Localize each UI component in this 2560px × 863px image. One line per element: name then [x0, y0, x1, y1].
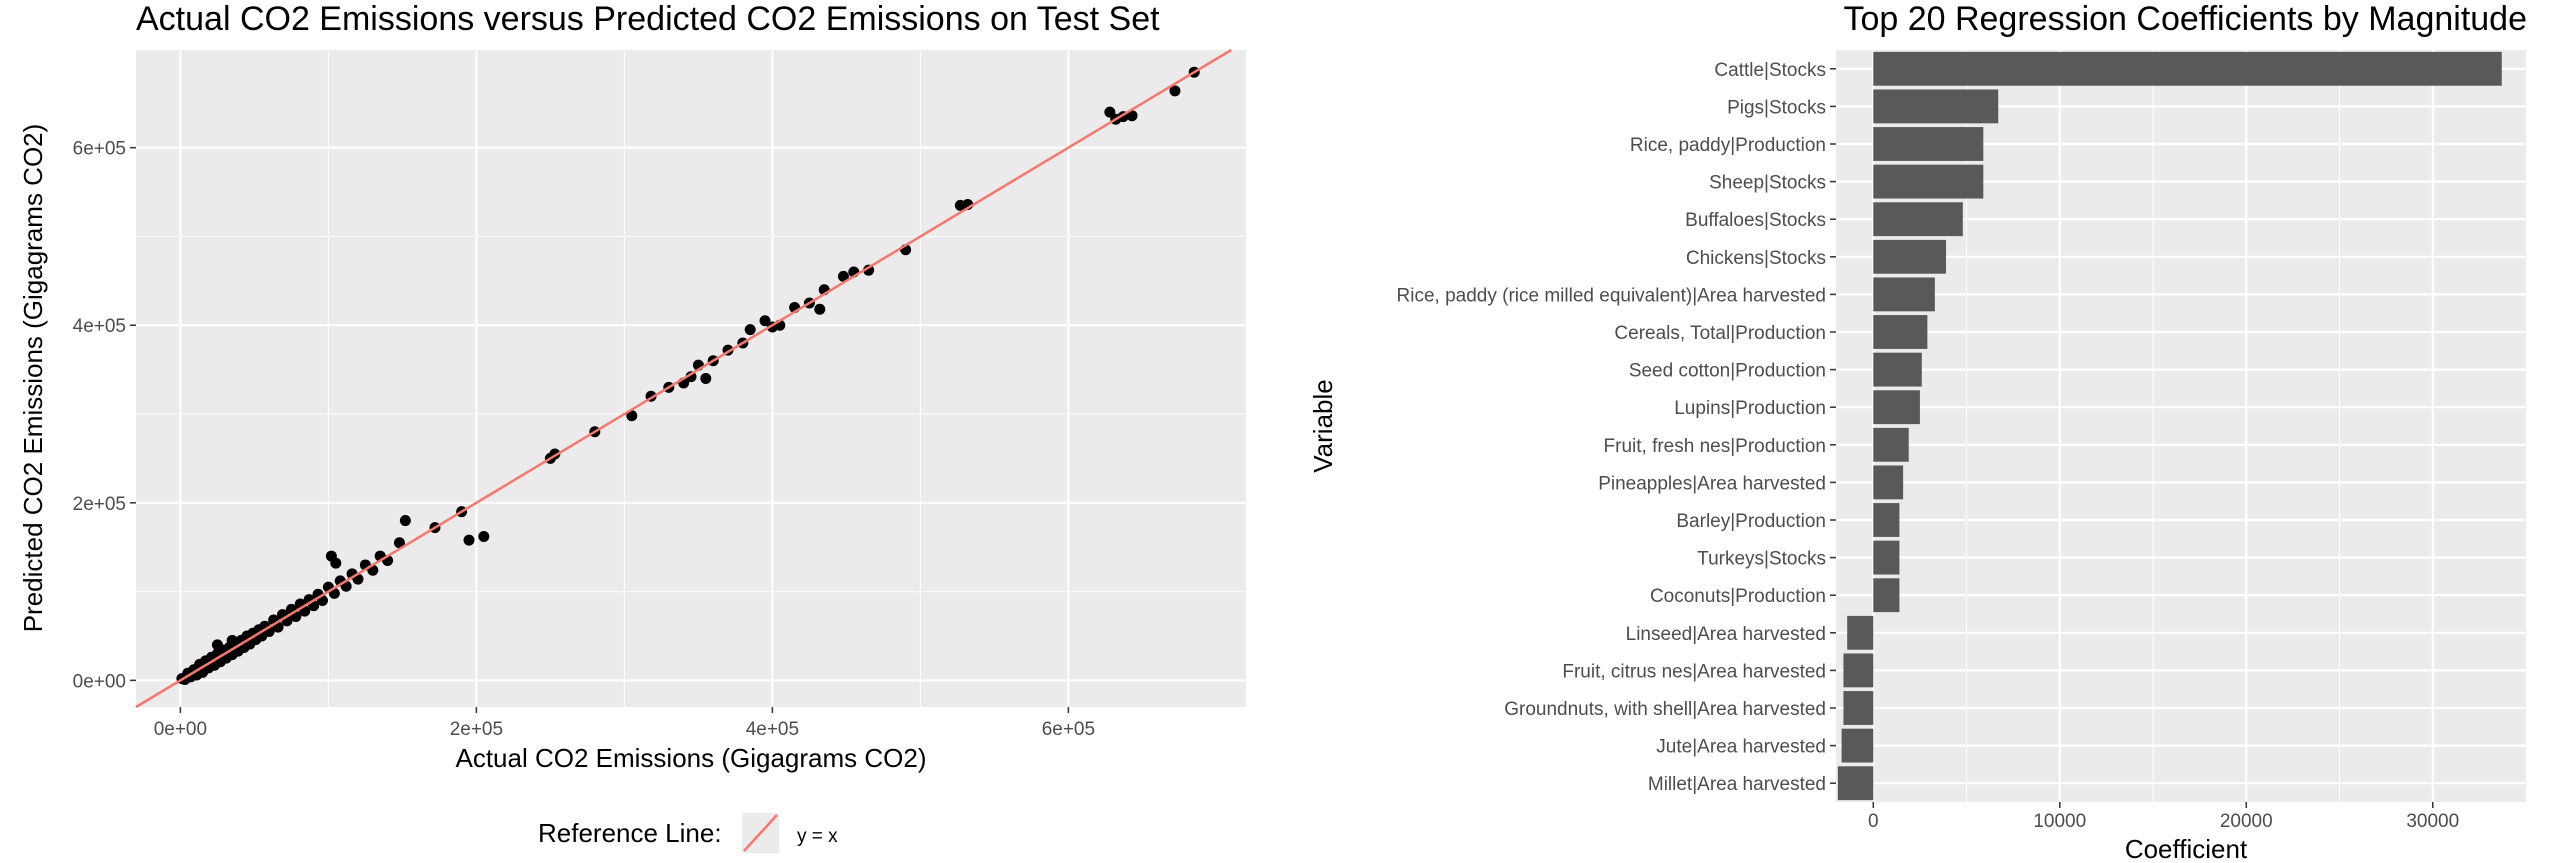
bar-category-label: Chickens|Stocks: [1686, 248, 1826, 269]
bar-category-label: Turkeys|Stocks: [1697, 549, 1826, 570]
bar-category-label: Groundnuts, with shell|Area harvested: [1504, 699, 1826, 720]
bar: [1873, 390, 1920, 425]
scatter-chart-title: Actual CO2 Emissions versus Predicted CO…: [136, 0, 1160, 38]
scatter-x-tick-label: 0e+00: [154, 719, 207, 740]
bar-category-label: Seed cotton|Production: [1629, 361, 1826, 382]
scatter-x-tick-label: 2e+05: [450, 719, 503, 740]
bar-y-axis-title: Variable: [1308, 379, 1338, 472]
bar-chart-title: Top 20 Regression Coefficients by Magnit…: [1843, 0, 2527, 38]
scatter-y-tick-label: 0e+00: [73, 671, 126, 692]
bar-category-label: Lupins|Production: [1674, 398, 1826, 419]
legend-key-line: [743, 814, 778, 852]
bars: [1837, 51, 2502, 801]
bar: [1873, 315, 1928, 349]
scatter-point: [330, 557, 342, 569]
bar: [1873, 277, 1935, 312]
scatter-x-axis-title: Actual CO2 Emissions (Gigagrams CO2): [455, 743, 926, 773]
bar-x-tick-label: 0: [1868, 811, 1879, 832]
bar-x-tick-label: 10000: [2033, 811, 2086, 832]
scatter-point: [399, 515, 411, 527]
bar-x-axis-title: Coefficient: [2125, 834, 2248, 863]
bar: [1847, 615, 1874, 650]
scatter-point: [393, 537, 405, 549]
scatter-point: [226, 634, 238, 646]
scatter-x-axis: 0e+00 2e+05 4e+05 6e+05: [154, 707, 1095, 740]
reference-line: [135, 48, 1232, 709]
scatter-point: [759, 315, 771, 327]
scatter-point: [685, 371, 697, 383]
bar: [1843, 653, 1874, 688]
scatter-y-axis-title: Predicted CO2 Emissions (Gigagrams CO2): [18, 124, 48, 633]
bar-category-label: Millet|Area harvested: [1648, 774, 1826, 795]
bar-category-label: Jute|Area harvested: [1656, 737, 1826, 758]
legend: Reference Line: y = x: [538, 813, 838, 853]
bar: [1841, 728, 1874, 763]
bar-category-label: Rice, paddy (rice milled equivalent)|Are…: [1397, 285, 1826, 306]
scatter-point: [700, 373, 712, 384]
bar: [1873, 164, 1984, 199]
scatter-point: [863, 264, 875, 276]
bar-category-label: Sheep|Stocks: [1709, 173, 1826, 194]
bar: [1843, 691, 1874, 725]
bar: [1873, 503, 1900, 537]
bar: [1873, 540, 1900, 575]
scatter-grid: [136, 50, 1246, 707]
legend-title: Reference Line:: [538, 818, 722, 848]
scatter-x-tick-label: 6e+05: [1042, 719, 1095, 740]
scatter-chart: Actual CO2 Emissions versus Predicted CO…: [18, 0, 1246, 773]
scatter-y-tick-label: 6e+05: [73, 139, 126, 160]
scatter-point: [1126, 110, 1138, 122]
bar-x-axis: 0 10000 20000 30000: [1868, 802, 2459, 832]
scatter-y-axis: 0e+00 2e+05 4e+05 6e+05: [73, 139, 136, 692]
bar-category-label: Buffaloes|Stocks: [1685, 210, 1826, 231]
legend-label-y-equals-x: y = x: [797, 826, 838, 847]
bar: [1837, 766, 1874, 801]
bar: [1873, 427, 1909, 462]
bar: [1873, 239, 1947, 274]
bar-x-tick-label: 30000: [2406, 811, 2459, 832]
bar-category-label: Cattle|Stocks: [1714, 60, 1826, 81]
bar: [1873, 127, 1984, 161]
bar-category-label: Fruit, citrus nes|Area harvested: [1562, 661, 1826, 682]
bar-plot-panel: [1836, 50, 2526, 802]
bar-category-label: Pigs|Stocks: [1727, 97, 1826, 118]
bar-category-label: Fruit, fresh nes|Production: [1604, 436, 1826, 457]
scatter-point: [626, 410, 638, 422]
scatter-x-tick-label: 4e+05: [746, 719, 799, 740]
bar-category-label: Coconuts|Production: [1650, 586, 1826, 607]
bar: [1873, 465, 1904, 500]
scatter-y-tick-label: 4e+05: [73, 316, 126, 337]
bar-category-label: Cereals, Total|Production: [1614, 323, 1826, 344]
bar: [1873, 51, 2502, 86]
scatter-point: [211, 639, 223, 651]
bar-category-label: Linseed|Area harvested: [1626, 624, 1826, 645]
scatter-point: [478, 531, 490, 543]
bar: [1873, 352, 1922, 387]
scatter-point: [814, 303, 826, 315]
bar: [1873, 89, 1999, 124]
scatter-y-tick-label: 2e+05: [73, 494, 126, 515]
scatter-point: [837, 270, 849, 282]
bar-category-label: Pineapples|Area harvested: [1598, 473, 1826, 494]
bar-category-label: Barley|Production: [1676, 511, 1826, 532]
bar-chart: Top 20 Regression Coefficients by Magnit…: [1308, 0, 2527, 863]
scatter-point: [1169, 85, 1181, 97]
scatter-point: [463, 534, 475, 546]
bar: [1873, 202, 1963, 237]
bar-y-axis: Cattle|Stocks Pigs|Stocks Rice, paddy|Prod…: [1397, 60, 1836, 795]
bar: [1873, 578, 1900, 613]
bar-category-label: Rice, paddy|Production: [1630, 135, 1826, 156]
scatter-point: [744, 324, 756, 336]
bar-x-tick-label: 20000: [2220, 811, 2273, 832]
